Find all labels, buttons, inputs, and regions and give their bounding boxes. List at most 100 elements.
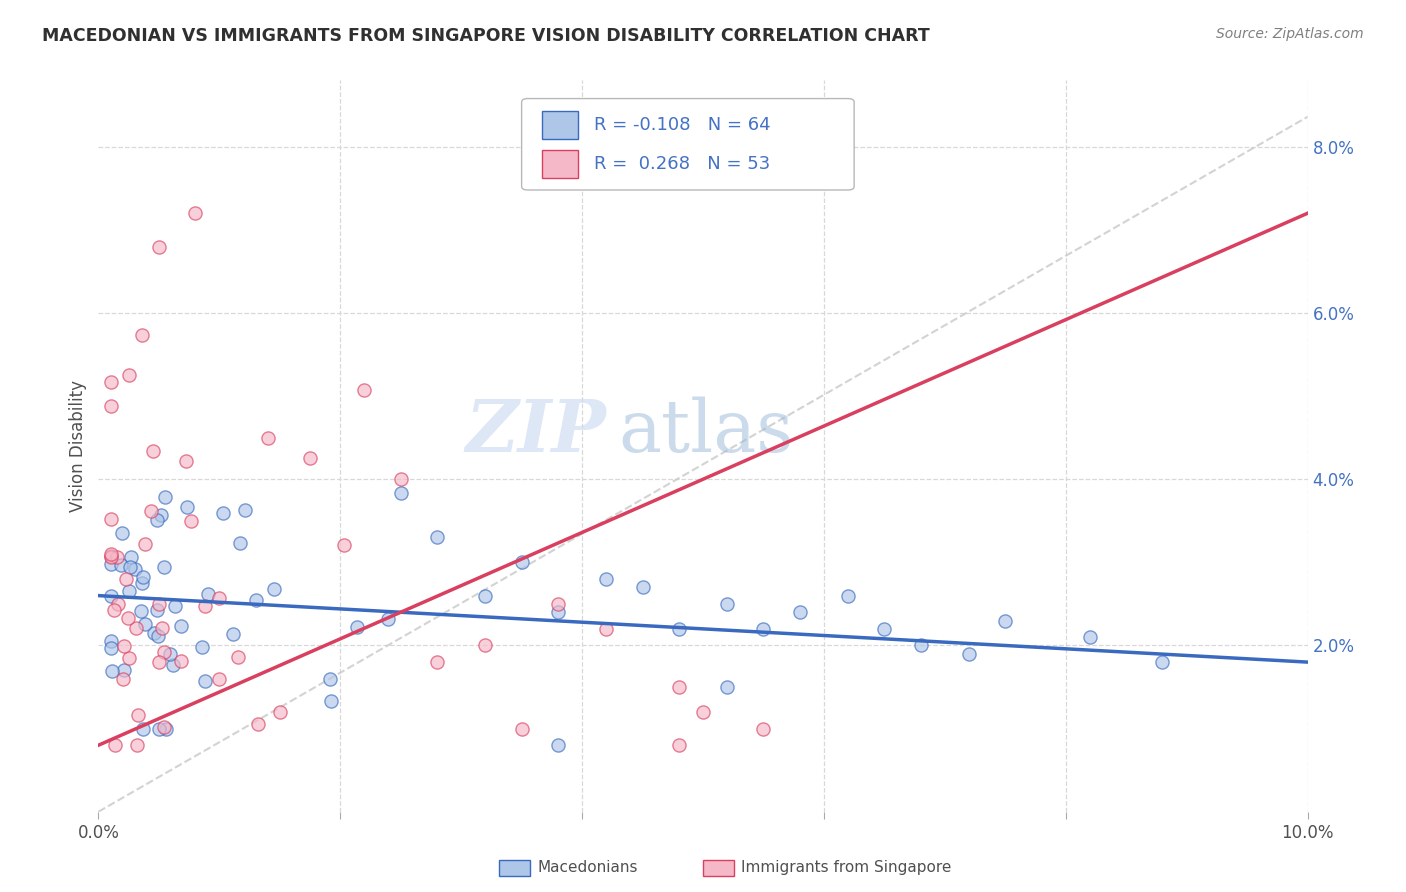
Point xyxy=(152,645,174,659)
Point xyxy=(595,622,617,636)
Point xyxy=(229,536,252,550)
Point xyxy=(389,472,412,486)
Point xyxy=(692,705,714,719)
Point xyxy=(100,549,122,564)
Point xyxy=(873,622,896,636)
Point xyxy=(389,486,412,500)
Point xyxy=(245,592,267,607)
Point xyxy=(910,639,932,653)
Point xyxy=(110,558,132,572)
Text: R = -0.108   N = 64: R = -0.108 N = 64 xyxy=(595,116,770,134)
Point xyxy=(510,722,533,736)
Text: Immigrants from Singapore: Immigrants from Singapore xyxy=(741,861,952,875)
Point xyxy=(100,557,122,571)
Text: R =  0.268   N = 53: R = 0.268 N = 53 xyxy=(595,154,770,173)
Point xyxy=(100,400,122,414)
Point xyxy=(194,599,217,614)
Point xyxy=(197,587,219,601)
Point xyxy=(120,549,142,564)
Point xyxy=(143,626,166,640)
Point xyxy=(1152,655,1174,669)
Point xyxy=(1078,630,1101,644)
Point xyxy=(165,599,187,614)
Point xyxy=(377,612,399,626)
Point xyxy=(174,454,197,468)
Point xyxy=(100,547,122,561)
Point xyxy=(124,561,146,575)
Point xyxy=(263,582,285,596)
Point xyxy=(631,580,654,594)
Point xyxy=(319,673,342,687)
Point xyxy=(152,560,174,574)
Point xyxy=(111,672,134,686)
Point xyxy=(159,647,181,661)
Point xyxy=(269,705,291,719)
Point xyxy=(426,530,449,544)
Point xyxy=(127,708,149,723)
Point xyxy=(547,597,569,611)
Bar xyxy=(543,150,578,178)
Point xyxy=(118,368,141,382)
Point xyxy=(141,504,163,518)
Point xyxy=(595,572,617,586)
Point xyxy=(716,597,738,611)
Point xyxy=(150,508,173,522)
Point xyxy=(104,738,127,752)
Point xyxy=(100,634,122,648)
Point xyxy=(789,605,811,619)
Point xyxy=(155,490,177,504)
Point xyxy=(134,536,156,550)
Point xyxy=(716,680,738,694)
Point xyxy=(145,513,167,527)
Point xyxy=(510,555,533,569)
Point xyxy=(145,603,167,617)
Point xyxy=(426,655,449,669)
Point xyxy=(184,206,207,220)
Point xyxy=(837,589,859,603)
Point xyxy=(668,738,690,752)
Point xyxy=(100,549,122,564)
Point xyxy=(117,610,139,624)
Point xyxy=(105,550,128,565)
Point xyxy=(247,716,270,731)
Point xyxy=(194,673,217,688)
Point xyxy=(176,500,198,514)
Point xyxy=(169,618,191,632)
Point xyxy=(107,597,129,611)
Point xyxy=(112,663,135,677)
Point xyxy=(112,639,135,653)
Point xyxy=(100,512,122,526)
Point xyxy=(226,650,249,665)
Point xyxy=(752,722,775,736)
Point xyxy=(125,738,148,752)
Point xyxy=(129,604,152,618)
Point xyxy=(752,622,775,636)
Point xyxy=(100,589,122,603)
Point xyxy=(150,621,173,635)
Point xyxy=(148,655,170,669)
Point xyxy=(118,584,141,599)
Point xyxy=(221,626,243,640)
Text: atlas: atlas xyxy=(619,396,794,467)
Point xyxy=(148,597,170,611)
Point xyxy=(162,657,184,672)
Point xyxy=(257,431,280,445)
Point xyxy=(111,525,134,540)
Point xyxy=(114,572,136,586)
Point xyxy=(132,722,155,736)
Point xyxy=(101,664,124,678)
Point xyxy=(153,720,176,734)
Point xyxy=(148,239,170,253)
Point xyxy=(118,560,141,574)
Point xyxy=(298,450,321,465)
Point xyxy=(125,621,148,635)
Point xyxy=(131,328,153,343)
Point xyxy=(191,640,214,654)
Point xyxy=(319,694,342,708)
Point xyxy=(668,680,690,694)
Point xyxy=(118,651,141,665)
Point xyxy=(547,605,569,619)
Point xyxy=(142,443,165,458)
Point xyxy=(211,506,233,520)
Point xyxy=(353,383,375,397)
